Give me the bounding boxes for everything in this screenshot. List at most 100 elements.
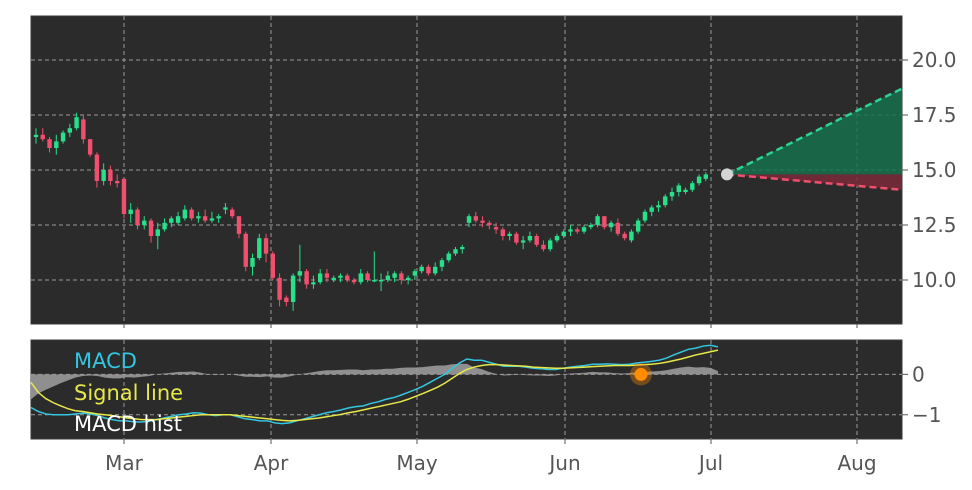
candle-body-28 (223, 207, 228, 210)
candle-body-7 (81, 119, 86, 140)
candle-body-64 (466, 216, 472, 223)
candle-body-52 (385, 275, 391, 280)
candle-body-77 (554, 236, 560, 241)
candle-body-75 (541, 244, 546, 250)
legend-macd: MACD (74, 349, 137, 373)
forecast-lower-line (726, 173, 903, 192)
candle-body-84 (602, 216, 607, 228)
macd-plot-background (30, 339, 903, 440)
price-tick-label-2: 15.0 (912, 158, 957, 182)
macd-hist-area (31, 363, 718, 400)
candle-body-99 (703, 174, 709, 179)
candle-body-3 (54, 141, 59, 148)
price-tick-label-3: 17.5 (912, 103, 957, 127)
candle-body-92 (656, 205, 661, 208)
candle-body-13 (121, 178, 127, 214)
candle-body-90 (642, 211, 648, 221)
candle-body-60 (439, 260, 445, 267)
candle-body-14 (128, 209, 133, 214)
candle-body-59 (432, 266, 438, 274)
candle-body-91 (649, 207, 654, 212)
candle-body-97 (690, 183, 695, 190)
macd-legend: MACD Signal line MACD hist (74, 349, 183, 436)
x-tick-label-0: Mar (105, 451, 144, 475)
candle-body-87 (622, 233, 627, 239)
candle-body-55 (405, 277, 411, 280)
candle-body-74 (534, 236, 539, 245)
candle-body-68 (493, 227, 499, 230)
macd-tick-label-1: −1 (912, 403, 941, 427)
candle-body-4 (60, 132, 66, 142)
candle-body-30 (236, 216, 242, 234)
candle-body-46 (345, 275, 350, 280)
candle-body-62 (453, 249, 458, 254)
candle-body-63 (460, 247, 465, 250)
candle-body-47 (351, 280, 357, 283)
candle-body-12 (114, 181, 120, 184)
forecast-lower-fill (727, 174, 902, 190)
candle-body-9 (94, 154, 100, 181)
candle-body-11 (108, 170, 113, 181)
x-tick-label-1: Apr (254, 451, 289, 475)
candle-body-40 (304, 271, 309, 285)
price-y-ticks: 10.0 12.5 15.0 17.5 20.0 (902, 48, 957, 292)
candle-body-94 (669, 192, 675, 197)
candle-body-96 (683, 189, 688, 192)
candle-body-6 (74, 117, 79, 129)
candle-body-48 (358, 273, 363, 283)
price-tick-label-0: 10.0 (912, 268, 957, 292)
candle-body-16 (142, 220, 147, 225)
signal-line (30, 349, 719, 422)
candle-body-38 (290, 275, 296, 302)
candle-body-71 (514, 233, 519, 243)
candle-body-51 (378, 280, 384, 282)
candle-body-85 (608, 222, 614, 228)
candle-body-93 (663, 196, 668, 206)
legend-signal-line: Signal line (74, 381, 183, 405)
candle-body-81 (581, 227, 587, 232)
candle-body-22 (182, 209, 188, 219)
candle-body-37 (284, 297, 289, 302)
candle-body-79 (568, 229, 573, 232)
candle-body-49 (365, 273, 370, 280)
macd-cross-marker (634, 367, 648, 381)
candle-body-42 (317, 273, 323, 283)
candle-body-58 (426, 266, 431, 274)
candle-body-57 (419, 266, 424, 272)
candle-body-18 (155, 229, 160, 236)
price-panel: 10.0 12.5 15.0 17.5 20.0 (30, 15, 957, 325)
candle-body-0 (33, 134, 39, 137)
candle-body-5 (67, 128, 73, 133)
candle-body-70 (507, 233, 512, 236)
candle-body-33 (257, 238, 262, 258)
candle-body-67 (487, 222, 492, 225)
candle-body-10 (101, 170, 106, 181)
candle-body-73 (527, 236, 533, 241)
x-tick-label-5: Aug (837, 451, 876, 475)
candle-body-80 (575, 229, 580, 232)
candle-body-15 (135, 209, 140, 225)
candle-body-29 (230, 209, 235, 217)
candle-body-1 (40, 134, 45, 140)
candle-body-39 (297, 271, 303, 276)
candle-body-34 (263, 238, 269, 254)
x-tick-label-2: May (396, 451, 438, 475)
candle-body-50 (372, 280, 377, 282)
candle-body-56 (412, 271, 418, 276)
candle-body-53 (392, 273, 397, 278)
forecast-start-marker (721, 168, 733, 181)
candle-body-2 (47, 139, 52, 148)
macd-y-ticks: 0 −1 (902, 362, 941, 427)
candle-body-98 (696, 176, 702, 184)
x-tick-label-4: Jul (697, 451, 723, 475)
candle-body-82 (588, 225, 594, 228)
candle-body-8 (87, 139, 93, 155)
candle-body-32 (250, 258, 255, 267)
candle-body-89 (635, 220, 641, 232)
candle-body-83 (595, 216, 600, 225)
candle-body-44 (331, 277, 336, 280)
x-axis-labels: Mar Apr May Jun Jul Aug (105, 324, 877, 475)
price-tick-label-4: 20.0 (912, 48, 957, 72)
macd-tick-label-0: 0 (912, 362, 925, 386)
candle-body-43 (324, 273, 330, 278)
